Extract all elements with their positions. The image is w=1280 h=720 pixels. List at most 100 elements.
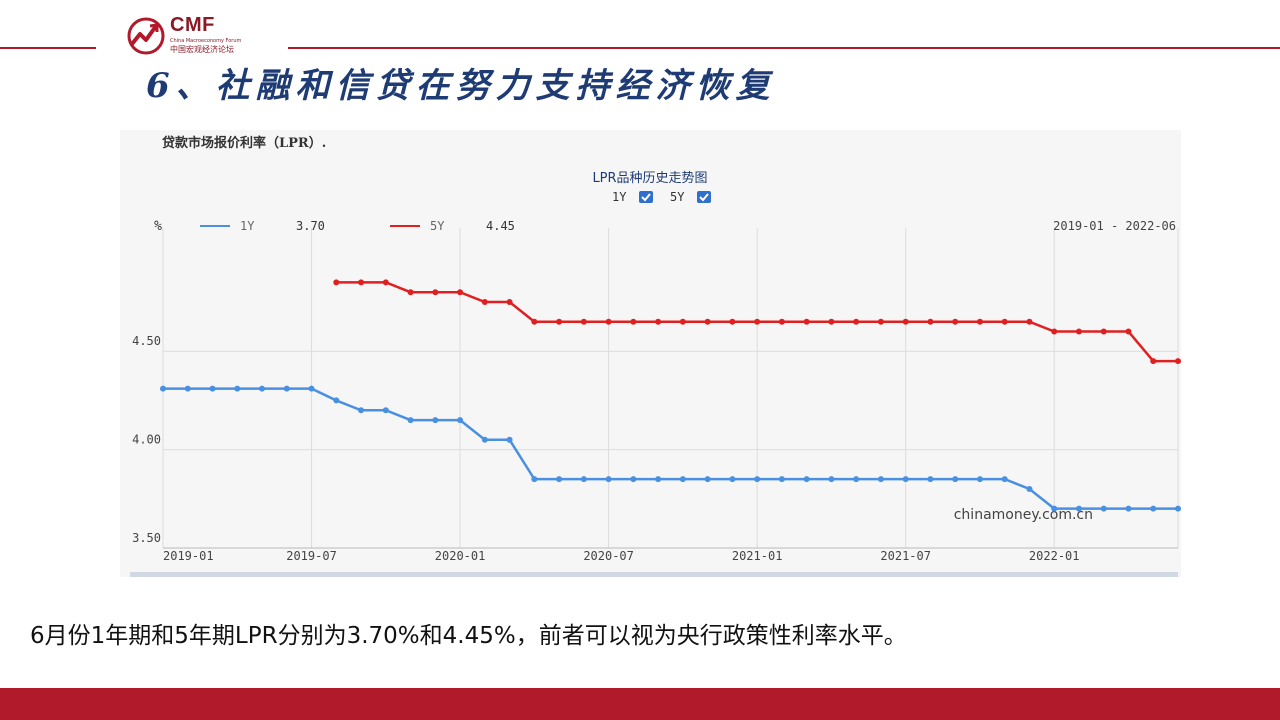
data-point-5Y — [481, 299, 488, 306]
data-point-1Y — [358, 407, 365, 414]
logo-subtitle-cn: 中国宏观经济论坛 — [170, 45, 234, 54]
data-point-5Y — [952, 318, 959, 325]
slide-title: 6、社融和信贷在努力支持经济恢复 — [146, 66, 776, 106]
cmf-logo: CMF China Macroeconomy Forum 中国宏观经济论坛 — [126, 12, 276, 56]
x-tick-label: 2019-01 — [163, 549, 214, 563]
x-tick-label: 2020-01 — [435, 549, 486, 563]
lpr-chart-panel: 贷款市场报价利率（LPR）. 2019-01 2019-07 2020-01 2020… — [120, 130, 1181, 577]
logo-subtitle: China Macroeconomy Forum — [170, 38, 242, 44]
data-point-5Y — [457, 289, 464, 296]
data-point-5Y — [1001, 318, 1008, 325]
checkbox-1Y-box — [639, 191, 653, 203]
data-point-5Y — [902, 318, 909, 325]
data-point-5Y — [679, 318, 686, 325]
y-tick-label: 4.00 — [132, 433, 161, 447]
data-point-5Y — [531, 318, 538, 325]
data-point-1Y — [952, 476, 959, 483]
x-tick-label: 2019-07 — [286, 549, 337, 563]
watermark: chinamoney.com.cn — [954, 507, 1093, 523]
data-point-1Y — [1075, 505, 1082, 512]
x-tick-label: 2022-01 — [1029, 549, 1080, 563]
data-point-1Y — [754, 476, 761, 483]
data-point-1Y — [729, 476, 736, 483]
data-point-5Y — [877, 318, 884, 325]
data-point-1Y — [1026, 485, 1033, 492]
data-point-5Y — [927, 318, 934, 325]
cmf-logo-icon — [127, 17, 165, 55]
data-point-1Y — [1001, 476, 1008, 483]
x-tick-label: 2021-07 — [880, 549, 931, 563]
data-point-1Y — [778, 476, 785, 483]
data-point-1Y — [432, 417, 439, 424]
data-point-1Y — [481, 436, 488, 443]
lpr-chart: 2019-01 2019-07 2020-01 2020-07 2021-01 2021-… — [130, 170, 1181, 577]
x-tick-label: 2020-07 — [583, 549, 634, 563]
date-range: 2019-01 - 2022-06 — [1053, 219, 1176, 233]
legend-label-1Y: 1Y — [240, 219, 255, 233]
data-point-1Y — [877, 476, 884, 483]
data-point-1Y — [1125, 505, 1132, 512]
footer-bar — [0, 688, 1280, 720]
data-point-1Y — [506, 436, 513, 443]
data-point-5Y — [407, 289, 414, 296]
data-point-1Y — [927, 476, 934, 483]
data-point-5Y — [506, 299, 513, 306]
data-point-5Y — [630, 318, 637, 325]
data-point-1Y — [1175, 505, 1181, 512]
data-point-5Y — [432, 289, 439, 296]
checkbox-label: 1Y — [612, 190, 627, 204]
y-tick-label: 3.50 — [132, 531, 161, 545]
data-point-5Y — [333, 279, 340, 286]
legend-value-1Y: 3.70 — [296, 219, 325, 233]
data-point-1Y — [803, 476, 810, 483]
data-point-1Y — [976, 476, 983, 483]
data-point-5Y — [1175, 358, 1181, 365]
chart-caption: 贷款市场报价利率（LPR）. — [162, 136, 327, 151]
data-point-5Y — [1026, 318, 1033, 325]
data-point-5Y — [828, 318, 835, 325]
data-point-5Y — [1150, 358, 1157, 365]
data-point-1Y — [160, 385, 166, 392]
data-point-1Y — [828, 476, 835, 483]
checkmark-icon — [641, 193, 651, 202]
data-point-5Y — [729, 318, 736, 325]
data-point-1Y — [333, 397, 340, 404]
body-text: 6月份1年期和5年期LPR分别为3.70%和4.45%，前者可以视为央行政策性利… — [30, 623, 907, 649]
series-line-1Y — [163, 387, 1178, 510]
data-point-1Y — [605, 476, 612, 483]
legend-label-5Y: 5Y — [430, 219, 445, 233]
data-point-5Y — [803, 318, 810, 325]
data-point-1Y — [902, 476, 909, 483]
data-point-1Y — [184, 385, 191, 392]
data-point-1Y — [382, 407, 389, 414]
data-point-5Y — [1075, 328, 1082, 335]
data-point-5Y — [778, 318, 785, 325]
chart-title: LPR品种历史走势图 — [592, 170, 707, 186]
data-point-1Y — [1150, 505, 1157, 512]
data-point-1Y — [283, 385, 290, 392]
data-point-1Y — [1051, 505, 1058, 512]
data-point-5Y — [556, 318, 563, 325]
data-point-5Y — [1125, 328, 1132, 335]
data-point-1Y — [457, 417, 464, 424]
data-point-5Y — [853, 318, 860, 325]
logo-text: CMF — [170, 14, 215, 36]
data-point-1Y — [259, 385, 266, 392]
data-point-1Y — [853, 476, 860, 483]
data-point-5Y — [1051, 328, 1058, 335]
data-point-1Y — [531, 476, 538, 483]
data-point-1Y — [1100, 505, 1107, 512]
checkmark-icon — [699, 193, 709, 202]
chart-scrollbar — [130, 572, 1178, 577]
checkbox-label: 5Y — [670, 190, 685, 204]
data-point-5Y — [655, 318, 662, 325]
data-point-1Y — [630, 476, 637, 483]
header-rule-left — [0, 47, 96, 49]
data-point-1Y — [407, 417, 414, 424]
y-tick-label: 4.50 — [132, 334, 161, 348]
data-point-5Y — [704, 318, 711, 325]
checkbox-5Y-box — [697, 191, 711, 203]
data-point-5Y — [754, 318, 761, 325]
data-point-1Y — [308, 385, 315, 392]
data-point-5Y — [358, 279, 365, 286]
